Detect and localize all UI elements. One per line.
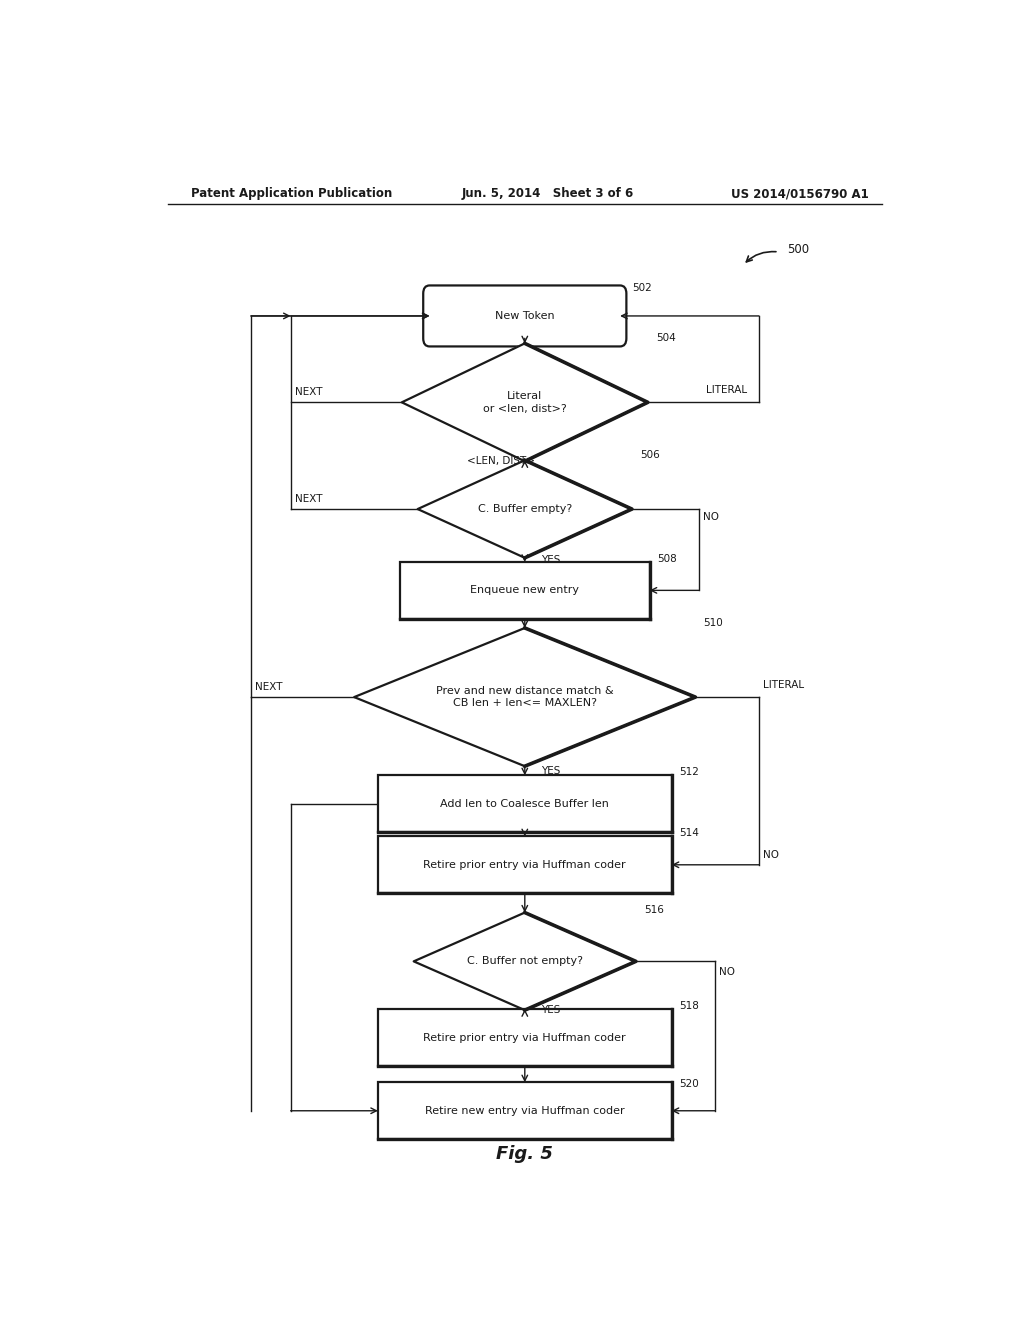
Text: <LEN, DIST>: <LEN, DIST> <box>467 455 535 466</box>
Text: LITERAL: LITERAL <box>763 680 804 690</box>
Text: Prev and new distance match &
CB len + len<= MAXLEN?: Prev and new distance match & CB len + l… <box>436 685 613 709</box>
Polygon shape <box>401 343 648 461</box>
Text: 502: 502 <box>632 284 651 293</box>
Text: NEXT: NEXT <box>255 682 283 692</box>
Text: C. Buffer not empty?: C. Buffer not empty? <box>467 957 583 966</box>
Text: Literal
or <len, dist>?: Literal or <len, dist>? <box>483 391 566 413</box>
Text: New Token: New Token <box>495 312 555 321</box>
Text: NO: NO <box>763 850 779 859</box>
Text: YES: YES <box>541 554 560 565</box>
Bar <box>400 562 649 619</box>
Text: 508: 508 <box>657 554 677 564</box>
Text: 500: 500 <box>786 243 809 256</box>
Text: 504: 504 <box>655 334 676 343</box>
Text: 510: 510 <box>703 618 723 628</box>
Bar <box>378 837 672 894</box>
Polygon shape <box>418 461 632 558</box>
Text: Enqueue new entry: Enqueue new entry <box>470 585 580 595</box>
Bar <box>378 775 672 833</box>
Text: Add len to Coalesce Buffer len: Add len to Coalesce Buffer len <box>440 799 609 809</box>
Text: YES: YES <box>541 766 560 776</box>
Text: 518: 518 <box>680 1001 699 1011</box>
Text: C. Buffer empty?: C. Buffer empty? <box>477 504 572 513</box>
Text: Retire new entry via Huffman coder: Retire new entry via Huffman coder <box>425 1106 625 1115</box>
Bar <box>378 1008 672 1067</box>
Text: NEXT: NEXT <box>295 494 323 504</box>
Text: YES: YES <box>541 1005 560 1015</box>
Text: Retire prior entry via Huffman coder: Retire prior entry via Huffman coder <box>424 1032 626 1043</box>
Text: 506: 506 <box>640 450 659 461</box>
Text: NO: NO <box>719 966 735 977</box>
Bar <box>378 1082 672 1139</box>
Polygon shape <box>354 628 695 766</box>
Text: NEXT: NEXT <box>295 387 323 397</box>
Text: 512: 512 <box>680 767 699 777</box>
Text: 516: 516 <box>644 904 664 915</box>
Text: US 2014/0156790 A1: US 2014/0156790 A1 <box>731 187 869 201</box>
Text: NO: NO <box>703 512 719 523</box>
Text: Patent Application Publication: Patent Application Publication <box>191 187 393 201</box>
Text: LITERAL: LITERAL <box>706 385 748 395</box>
Polygon shape <box>414 912 636 1010</box>
Text: 520: 520 <box>680 1080 699 1089</box>
Text: Retire prior entry via Huffman coder: Retire prior entry via Huffman coder <box>424 859 626 870</box>
Text: Fig. 5: Fig. 5 <box>497 1146 553 1163</box>
Text: 514: 514 <box>680 828 699 838</box>
FancyBboxPatch shape <box>423 285 627 346</box>
Text: Jun. 5, 2014   Sheet 3 of 6: Jun. 5, 2014 Sheet 3 of 6 <box>461 187 634 201</box>
